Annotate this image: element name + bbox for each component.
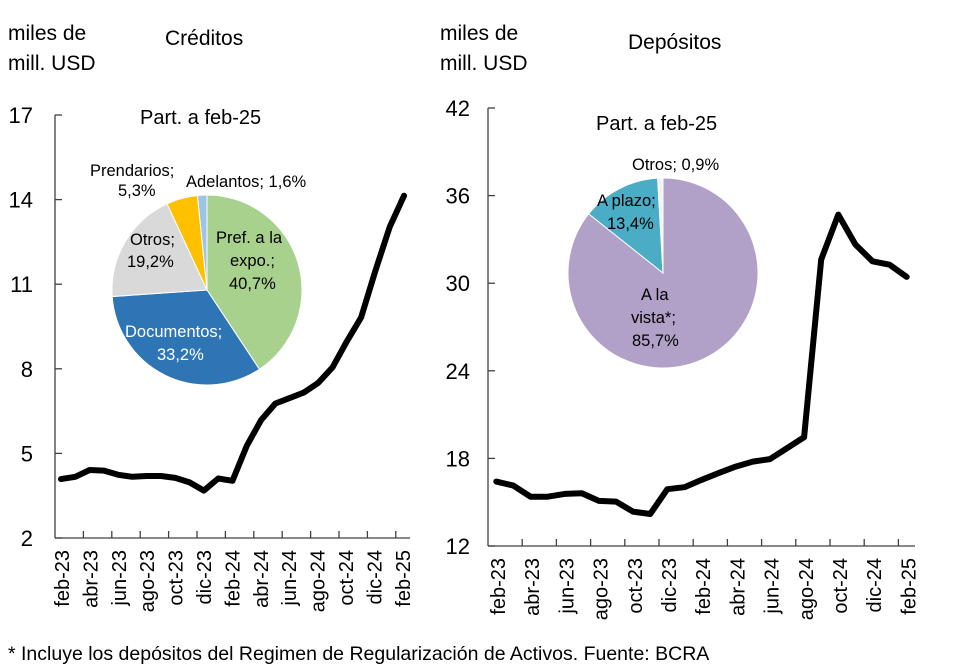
pie-slice-otros: [657, 177, 664, 274]
left-chart: miles de mill. USD Créditos 2 5 8 11 14 17 feb…: [8, 22, 415, 612]
x-tick-label: feb-24: [222, 550, 244, 607]
x-tick-label: jun-23: [109, 550, 131, 607]
left-axes: 2 5 8 11 14 17 feb-23 abr-23 jun-23 ago-23 oct-23 d…: [9, 103, 415, 612]
x-tick-label: abr-23: [80, 550, 102, 608]
left-pie-label-otros-name: Otros;: [130, 231, 175, 249]
x-tick-label: oct-23: [166, 550, 188, 606]
pie-slice-adelantos: [196, 194, 208, 291]
left-pie: [111, 194, 303, 386]
footnote: * Incluye los depósitos del Regimen de R…: [8, 643, 709, 665]
right-axes: 12 18 24 30 36 42 feb-23 abr-23 jun-23 ago-23 oct-…: [446, 96, 921, 620]
x-tick-label: abr-24: [251, 550, 273, 608]
right-line-series: [493, 211, 910, 517]
pie-slice-documentos: [111, 289, 261, 386]
y-tick-label: 5: [21, 441, 33, 466]
y-tick-label: 17: [9, 103, 33, 128]
right-pie-label-vista-line1: A la: [641, 286, 669, 304]
left-chart-title: Créditos: [165, 27, 243, 50]
x-tick-label: feb-23: [52, 550, 74, 607]
x-tick-label: abr-23: [522, 558, 544, 616]
right-chart-title: Depósitos: [628, 31, 721, 54]
x-tick-label: jun-24: [762, 558, 784, 615]
x-tick-label: feb-25: [898, 558, 920, 615]
x-tick-label: oct-24: [336, 550, 358, 606]
left-pie-label-prendarios-name: Prendarios;: [90, 162, 174, 180]
y-tick-label: 36: [446, 184, 470, 209]
left-line-series: [58, 192, 407, 494]
y-tick-label: 24: [446, 359, 470, 384]
x-tick-label: feb-25: [393, 550, 415, 607]
left-pie-label-pref-line2: expo.;: [230, 252, 275, 270]
left-pie-label-documentos-value: 33,2%: [157, 346, 204, 364]
x-tick-label: ago-24: [796, 558, 818, 620]
right-pie-title: Part. a feb-25: [596, 113, 717, 135]
x-tick-label: dic-23: [659, 558, 681, 612]
y-tick-label: 8: [21, 357, 33, 382]
pie-slice-otros: [111, 203, 208, 298]
y-tick-label: 18: [446, 446, 470, 471]
left-pie-label-prendarios-value: 5,3%: [118, 182, 156, 200]
left-pie-title: Part. a feb-25: [140, 107, 261, 129]
right-pie-label-vista-line2: vista*;: [631, 309, 676, 327]
y-tick-label: 2: [21, 526, 33, 551]
left-units-line2: mill. USD: [8, 52, 96, 75]
x-tick-label: dic-24: [364, 550, 386, 604]
left-pie-label-documentos-name: Documentos;: [125, 323, 222, 341]
right-units-line2: mill. USD: [440, 52, 528, 75]
x-tick-label: jun-23: [556, 558, 578, 615]
right-pie-label-plazo-name: A plazo;: [597, 192, 656, 210]
x-tick-label: dic-23: [194, 550, 216, 604]
right-pie-label-vista-value: 85,7%: [632, 332, 679, 350]
x-tick-label: ago-23: [591, 558, 613, 620]
left-pie-label-pref-line1: Pref. a la: [216, 229, 283, 247]
x-tick-label: feb-23: [488, 558, 510, 615]
y-tick-label: 11: [10, 272, 33, 297]
left-pie-label-pref-value: 40,7%: [229, 275, 276, 293]
y-tick-label: 30: [446, 271, 470, 296]
right-pie-label-plazo-value: 13,4%: [607, 215, 654, 233]
x-tick-label: jun-24: [279, 550, 301, 607]
x-tick-label: feb-24: [693, 558, 715, 615]
x-tick-label: oct-23: [625, 558, 647, 614]
right-pie: [567, 177, 759, 369]
y-tick-label: 14: [9, 188, 33, 213]
x-tick-label: dic-24: [864, 558, 886, 612]
left-units-line1: miles de: [8, 22, 86, 45]
right-units-line1: miles de: [440, 22, 518, 45]
right-chart: miles de mill. USD Depósitos 12 18 24 30 36 4…: [440, 22, 920, 620]
left-pie-label-otros-value: 19,2%: [127, 253, 174, 271]
right-pie-label-otros: Otros; 0,9%: [632, 156, 719, 174]
x-tick-label: ago-23: [137, 550, 159, 612]
x-tick-label: oct-24: [830, 558, 852, 614]
x-tick-label: abr-24: [727, 558, 749, 616]
y-tick-label: 42: [446, 96, 470, 121]
y-tick-label: 12: [446, 534, 470, 559]
x-tick-label: ago-24: [308, 550, 330, 612]
left-pie-label-adelantos: Adelantos; 1,6%: [186, 173, 306, 191]
pie-slice-a-plazo: [587, 177, 664, 275]
